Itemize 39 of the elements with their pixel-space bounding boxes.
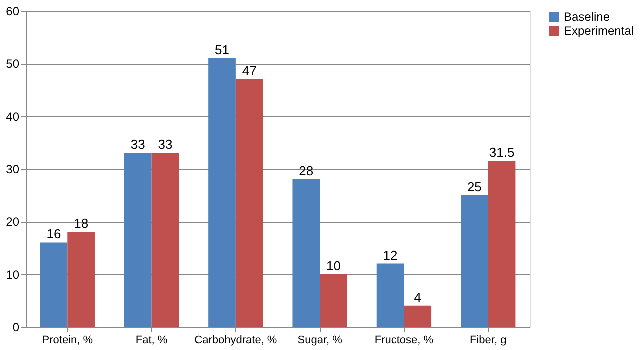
x-tick-label: Carbohydrate, % <box>194 334 278 346</box>
data-label: 10 <box>326 258 341 274</box>
data-label: 47 <box>242 63 257 78</box>
data-label: 16 <box>46 226 62 242</box>
x-tick-label: Fiber, g <box>470 334 507 346</box>
bar <box>208 58 236 327</box>
bar <box>152 153 180 327</box>
bar <box>320 274 348 327</box>
data-label: 28 <box>299 164 314 179</box>
data-label: 4 <box>414 290 422 305</box>
y-tick-label: 50 <box>6 57 20 72</box>
y-tick-label: 20 <box>6 215 20 230</box>
y-tick-label: 60 <box>6 4 20 18</box>
bar <box>40 242 68 327</box>
data-label: 33 <box>158 137 173 152</box>
bar <box>68 232 95 327</box>
x-tick-label: Fat, % <box>136 334 168 346</box>
y-tick-label: 40 <box>6 110 20 124</box>
x-tick-label: Sugar, % <box>298 334 343 346</box>
bar <box>404 306 432 327</box>
bar <box>236 79 264 327</box>
x-tick-label: Fructose, % <box>374 334 434 346</box>
y-tick-label: 0 <box>12 320 20 334</box>
bar <box>292 180 320 327</box>
x-tick-label: Protein, % <box>42 334 94 346</box>
bar <box>488 161 516 327</box>
bar <box>461 195 488 327</box>
data-label: 33 <box>130 137 146 152</box>
legend-label: Baseline <box>564 10 610 24</box>
data-label: 12 <box>383 248 398 263</box>
bar <box>376 264 404 327</box>
y-tick-label: 30 <box>6 162 20 176</box>
data-label: 31.5 <box>489 145 515 160</box>
legend-label: Experimental <box>564 24 634 38</box>
data-label: 51 <box>215 42 230 58</box>
data-label: 25 <box>467 179 482 194</box>
bar <box>124 153 152 327</box>
data-label: 18 <box>74 216 89 232</box>
y-tick-label: 10 <box>6 268 20 282</box>
